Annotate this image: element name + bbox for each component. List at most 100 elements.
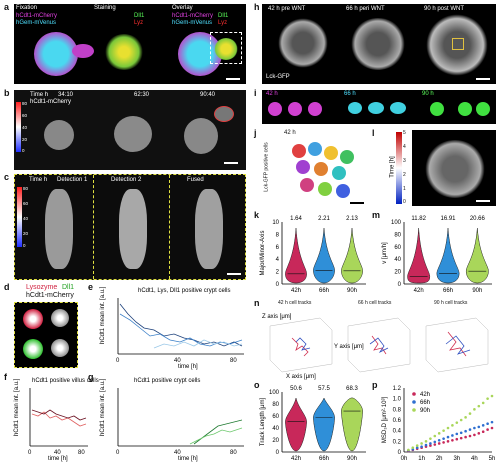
e-ylabel: hCdt1 mean int. [a.u.]: [100, 286, 106, 344]
cb-tick-1: 80: [23, 186, 29, 191]
crypt-cell: [51, 339, 69, 357]
chart-p-point-66h: [486, 422, 489, 426]
panel-h-image: 42 h pre WNT 66 h peri WNT 90 h post WNT…: [262, 4, 496, 84]
l-colorbar: [396, 132, 402, 204]
cell-shape: [476, 102, 490, 116]
f-trace-2: [31, 409, 87, 421]
l-tick-3: 3: [403, 158, 406, 164]
segmented-cell: [308, 142, 322, 156]
panel-l-image: [412, 130, 496, 206]
organoid-fixation: [34, 32, 78, 76]
panel-letter-n: n: [254, 298, 260, 308]
e-trace-1: [119, 303, 243, 347]
organoid-staining: [104, 34, 144, 70]
n-box-90h: [425, 317, 489, 373]
chart-p-point-66h: [442, 437, 445, 440]
chart-p-point-66h: [477, 425, 481, 429]
n-title-66h: 66 h cell tracks: [358, 300, 392, 306]
chart-k: 0 2 4 6 8 10 Major/Minor-Axis 1.64 42h 2.21 66h 2.1…: [260, 216, 366, 294]
panel-letter-f: f: [4, 372, 7, 382]
n-box-42h: [269, 317, 333, 373]
g-ylabel: hCdt1 mean int. [a.u.]: [100, 378, 106, 436]
fix-label-hgem: hGem-mVenus: [16, 20, 57, 26]
chart-p-point-90h: [442, 429, 445, 432]
g-xtick-80: 80: [230, 450, 237, 456]
overlay-label-hgem: hGem-mVenus: [172, 20, 213, 26]
overlay-label-dll1: Dll1: [218, 13, 229, 19]
i-time-66h: 66 h: [344, 91, 356, 97]
chart-o-ytick: 80: [272, 402, 279, 408]
chart-o-ytick: 0: [276, 450, 280, 456]
scale-bar: [226, 78, 240, 80]
staining-title: Staining: [94, 5, 116, 11]
time-colorbar: [17, 187, 22, 247]
g-xlabel: time [h]: [178, 456, 198, 462]
chart-p-ytick: 0.6: [393, 418, 402, 424]
organoid-t3: [184, 118, 218, 154]
chart-p-point-66h: [481, 424, 485, 427]
h-marker: Lck-GFP: [266, 74, 290, 80]
panel-c-image: Time h Detection 1 Detection 2 Fused 80 …: [14, 174, 246, 280]
chart-p-legend-marker-90h: [412, 408, 416, 412]
l-tick-0: 0: [403, 199, 406, 205]
panel-letter-k: k: [254, 210, 260, 220]
n-box-66h: [347, 317, 411, 373]
chart-m-ytick: 40: [394, 257, 401, 263]
fixation-title: Fixation: [16, 5, 38, 11]
chart-p-point-66h: [415, 446, 419, 450]
organoid-crypt: [72, 44, 94, 58]
e-trace-2: [119, 313, 243, 347]
cb-tick-3: 40: [22, 125, 28, 130]
h-title-66h: 66 h peri WNT: [346, 6, 385, 12]
chart-o-median-label: 50.6: [290, 386, 302, 392]
chart-k-violin: [341, 227, 363, 284]
overlay-crop-box: [210, 32, 242, 64]
g-xtick-0: 0: [116, 450, 120, 456]
chart-p-point-90h: [411, 446, 415, 450]
chart-p-point-66h: [451, 434, 454, 437]
chart-p-ytick: 0.2: [393, 439, 402, 445]
chart-p-point-42h: [455, 437, 459, 441]
chart-p-point-42h: [429, 444, 432, 447]
chart-p-point-42h: [486, 428, 489, 431]
g-trace-2: [189, 427, 243, 445]
chart-p-point-42h: [451, 438, 454, 442]
chart-k-median-label: 2.13: [346, 216, 358, 222]
chart-m-violin: [407, 227, 431, 284]
chart-p-point-42h: [433, 443, 437, 446]
chart-m-violin: [436, 227, 460, 284]
chart-p-point-66h: [446, 435, 450, 439]
n-axis-y: Y axis [μm]: [334, 344, 364, 350]
panel-letter-m: m: [372, 210, 381, 220]
n-axis-x: X axis [μm]: [286, 374, 316, 380]
f-xtick-80: 80: [78, 450, 85, 456]
chart-m-median-label: 11.82: [411, 216, 426, 222]
crypt-cell: [51, 309, 69, 327]
panel-letter-o: o: [254, 380, 260, 390]
l-label: Time [h]: [389, 156, 396, 178]
organoid-t2: [114, 116, 152, 152]
chart-o-ylabel: Track Length [μm]: [260, 398, 266, 447]
panel-n: 42 h cell tracks 66 h cell tracks 90 h c…: [262, 300, 496, 380]
chart-k-category: 42h: [291, 288, 301, 294]
organoid-66h: [350, 18, 406, 70]
cb-tick-1: 80: [22, 101, 28, 106]
panel-letter-l: l: [372, 128, 375, 138]
organoid-t1: [44, 120, 74, 150]
chart-g: hCdt1 positive crypt cells hCdt1 mean in…: [100, 378, 244, 462]
segmented-cell: [336, 184, 350, 198]
chart-p-point-42h: [459, 436, 463, 440]
e-xtick-0: 0: [116, 358, 120, 364]
n-3d-tracks: X axis [μm] Y axis [μm] Z axis [μm]: [262, 314, 489, 380]
h-title-90h: 90 h post WNT: [424, 6, 465, 12]
cell-shape: [430, 102, 444, 116]
segmented-cell: [292, 144, 306, 158]
chart-p-point-66h: [424, 443, 428, 447]
overlay-label-lyz: Lyz: [218, 20, 228, 26]
panel-a-image: Fixation hCdt1-mCherry hGem-mVenus Stain…: [14, 4, 246, 84]
e-xlabel: time [h]: [178, 364, 198, 370]
chart-m-ytick: 80: [394, 232, 401, 238]
chart-k-ytick: 4: [276, 257, 280, 263]
divider: [169, 175, 170, 279]
